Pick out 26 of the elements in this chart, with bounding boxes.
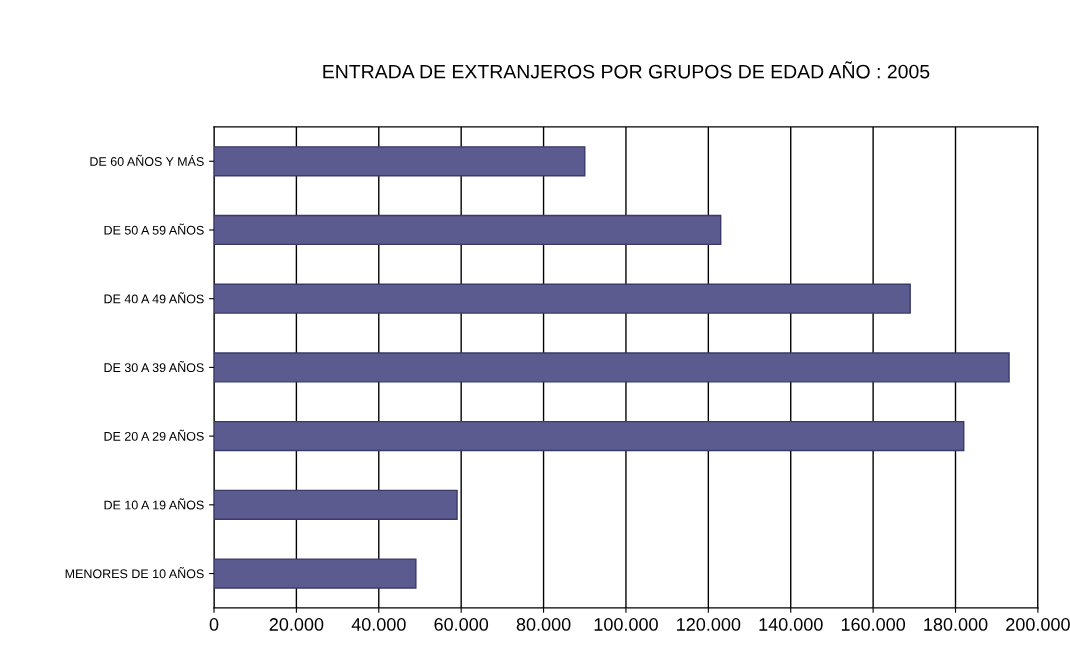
y-tick-label: DE 30 A 39 AÑOS [104,360,204,373]
bar [214,146,586,177]
bar [214,352,1010,383]
y-tick-label: DE 10 A 19 AÑOS [104,498,204,510]
bar [214,558,417,589]
bar [214,420,965,452]
bar [214,214,722,246]
y-tick-label: DE 50 A 59 AÑOS [104,223,204,235]
y-tick-label: DE 40 A 49 AÑOS [104,292,204,304]
x-tick-label: 100.000 [594,618,658,631]
x-tick-label: 180.000 [924,618,988,631]
x-tick-label: 40.000 [351,618,406,631]
y-tick-label: MENORES DE 10 AÑOS [65,567,204,579]
x-tick-label: 140.000 [759,618,823,631]
x-tick-label: 0 [209,618,219,631]
bar [214,489,458,520]
chart-title: ENTRADA DE EXTRANJEROS POR GRUPOS DE EDAD AÑO : 2005 [323,61,930,79]
x-tick-label: 20.000 [269,618,324,631]
y-tick-label: DE 60 AÑOS Y MÁS [90,154,204,166]
x-tick-label: 80.000 [516,618,571,631]
x-tick-label: 120.000 [677,618,741,631]
x-tick-label: 160.000 [841,618,906,631]
x-tick-label: 200.000 [1006,618,1070,631]
x-tick-label: 60.000 [434,618,489,631]
y-tick-label: DE 20 A 29 AÑOS [104,429,204,441]
bar [214,283,911,314]
